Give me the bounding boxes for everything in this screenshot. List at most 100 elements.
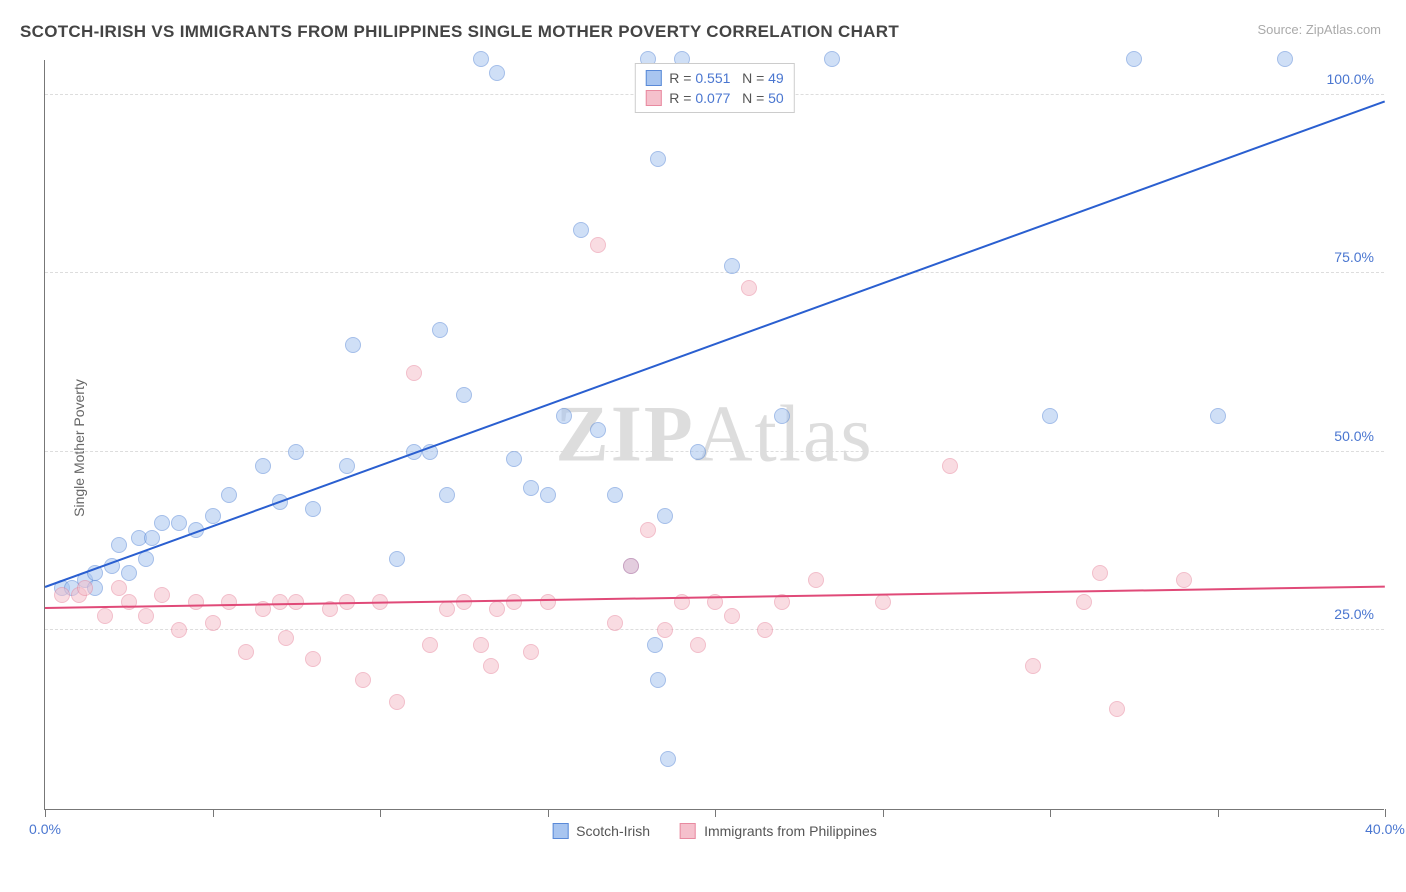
legend-label: Immigrants from Philippines [704, 823, 877, 839]
legend-stats-row: R = 0.551 N = 49 [645, 68, 783, 88]
data-point [111, 580, 127, 596]
data-point [1025, 658, 1041, 674]
data-point [171, 622, 187, 638]
legend-swatch [680, 823, 696, 839]
data-point [389, 694, 405, 710]
data-point [154, 515, 170, 531]
data-point [288, 444, 304, 460]
legend-swatch [645, 70, 661, 86]
x-tick [1050, 809, 1051, 817]
data-point [660, 751, 676, 767]
data-point [506, 451, 522, 467]
x-tick [45, 809, 46, 817]
data-point [406, 365, 422, 381]
legend-item: Immigrants from Philippines [680, 823, 877, 839]
data-point [523, 644, 539, 660]
gridline [45, 272, 1384, 273]
data-point [278, 630, 294, 646]
x-tick [715, 809, 716, 817]
legend-stats: R = 0.551 N = 49R = 0.077 N = 50 [634, 63, 794, 113]
x-tick [1218, 809, 1219, 817]
source-attribution: Source: ZipAtlas.com [1257, 22, 1381, 37]
data-point [205, 615, 221, 631]
data-point [1210, 408, 1226, 424]
data-point [1109, 701, 1125, 717]
data-point [473, 51, 489, 67]
data-point [1092, 565, 1108, 581]
data-point [473, 637, 489, 653]
data-point [607, 487, 623, 503]
data-point [456, 387, 472, 403]
data-point [439, 487, 455, 503]
data-point [724, 608, 740, 624]
x-tick [883, 809, 884, 817]
legend-swatch [552, 823, 568, 839]
chart-title: SCOTCH-IRISH VS IMMIGRANTS FROM PHILIPPI… [20, 22, 899, 42]
data-point [1076, 594, 1092, 610]
y-tick-label: 50.0% [1334, 428, 1374, 444]
data-point [154, 587, 170, 603]
data-point [1126, 51, 1142, 67]
y-tick-label: 25.0% [1334, 606, 1374, 622]
data-point [741, 280, 757, 296]
data-point [724, 258, 740, 274]
data-point [640, 522, 656, 538]
legend-stats-row: R = 0.077 N = 50 [645, 88, 783, 108]
data-point [355, 672, 371, 688]
x-tick [1385, 809, 1386, 817]
data-point [657, 508, 673, 524]
data-point [607, 615, 623, 631]
data-point [272, 594, 288, 610]
data-point [506, 594, 522, 610]
x-tick [548, 809, 549, 817]
data-point [1277, 51, 1293, 67]
y-tick-label: 75.0% [1334, 249, 1374, 265]
data-point [138, 608, 154, 624]
data-point [657, 622, 673, 638]
data-point [1042, 408, 1058, 424]
legend-swatch [645, 90, 661, 106]
data-point [188, 594, 204, 610]
data-point [432, 322, 448, 338]
data-point [339, 458, 355, 474]
gridline [45, 451, 1384, 452]
data-point [345, 337, 361, 353]
data-point [111, 537, 127, 553]
legend-item: Scotch-Irish [552, 823, 650, 839]
data-point [483, 658, 499, 674]
data-point [221, 487, 237, 503]
data-point [824, 51, 840, 67]
data-point [255, 458, 271, 474]
data-point [305, 651, 321, 667]
data-point [288, 594, 304, 610]
data-point [205, 508, 221, 524]
data-point [590, 422, 606, 438]
trend-line [45, 100, 1386, 588]
data-point [690, 444, 706, 460]
data-point [54, 587, 70, 603]
data-point [489, 601, 505, 617]
data-point [171, 515, 187, 531]
data-point [77, 580, 93, 596]
data-point [489, 65, 505, 81]
legend-series: Scotch-Irish Immigrants from Philippines [552, 823, 877, 839]
data-point [875, 594, 891, 610]
data-point [121, 565, 137, 581]
data-point [808, 572, 824, 588]
data-point [590, 237, 606, 253]
data-point [305, 501, 321, 517]
data-point [439, 601, 455, 617]
data-point [623, 558, 639, 574]
data-point [647, 637, 663, 653]
gridline [45, 629, 1384, 630]
x-tick [213, 809, 214, 817]
data-point [556, 408, 572, 424]
plot-area: ZIPAtlas 25.0%50.0%75.0%100.0%0.0%40.0%R… [44, 60, 1384, 810]
x-tick-label: 40.0% [1365, 821, 1405, 837]
data-point [221, 594, 237, 610]
x-tick [380, 809, 381, 817]
data-point [523, 480, 539, 496]
y-tick-label: 100.0% [1327, 71, 1374, 87]
chart-container: SCOTCH-IRISH VS IMMIGRANTS FROM PHILIPPI… [0, 0, 1406, 892]
data-point [1176, 572, 1192, 588]
